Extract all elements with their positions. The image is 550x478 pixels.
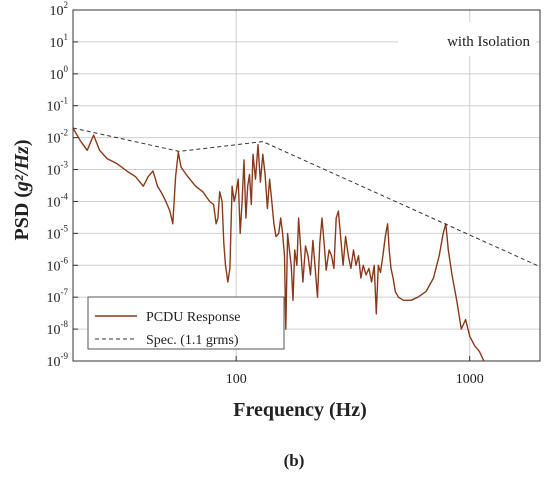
y-tick-label: 10-3 bbox=[47, 160, 69, 179]
x-tick-labels: 100 1000 bbox=[226, 356, 484, 387]
y-tick-label: 10-5 bbox=[47, 223, 69, 242]
x-tick-label: 100 bbox=[226, 372, 247, 387]
y-tick-label: 10-4 bbox=[47, 191, 69, 210]
series-layer bbox=[73, 127, 540, 361]
y-tick-label: 101 bbox=[50, 32, 69, 51]
y-tick-label: 10-1 bbox=[47, 96, 69, 115]
annotation-background bbox=[398, 22, 536, 56]
y-tick-label: 102 bbox=[50, 0, 69, 19]
annotation-box: with Isolation bbox=[398, 22, 536, 56]
y-tick-labels: 102 101 100 10-1 10-2 10-3 10-4 10-5 10-6 10-7 10-… bbox=[47, 0, 78, 370]
y-tick-label: 100 bbox=[50, 64, 69, 83]
annotation-text: with Isolation bbox=[447, 34, 530, 50]
series-line-spec bbox=[73, 127, 540, 268]
y-axis-title-suffix: ) bbox=[11, 139, 33, 146]
y-tick-label: 10-2 bbox=[47, 128, 69, 147]
legend-label-spec: Spec. (1.1 grms) bbox=[146, 333, 239, 348]
y-tick-label: 10-9 bbox=[47, 351, 69, 370]
series-line-pcdu-response bbox=[73, 127, 494, 361]
x-tick-label: 1000 bbox=[456, 372, 484, 387]
y-axis-title-prefix: PSD ( bbox=[11, 191, 33, 241]
legend-label-response: PCDU Response bbox=[146, 310, 241, 325]
y-axis-title: PSD (g²/Hz) bbox=[11, 139, 33, 240]
panel-label: (b) bbox=[284, 451, 305, 470]
y-tick-label: 10-6 bbox=[47, 255, 69, 274]
legend-frame bbox=[87, 296, 285, 350]
y-axis-title-units: g²/Hz bbox=[11, 146, 33, 192]
x-axis-title: Frequency (Hz) bbox=[233, 399, 367, 421]
legend: PCDU Response Spec. (1.1 grms) bbox=[87, 296, 285, 350]
plot-frame bbox=[72, 9, 541, 362]
y-tick-label: 10-8 bbox=[47, 319, 69, 338]
y-tick-label: 10-7 bbox=[47, 287, 69, 306]
